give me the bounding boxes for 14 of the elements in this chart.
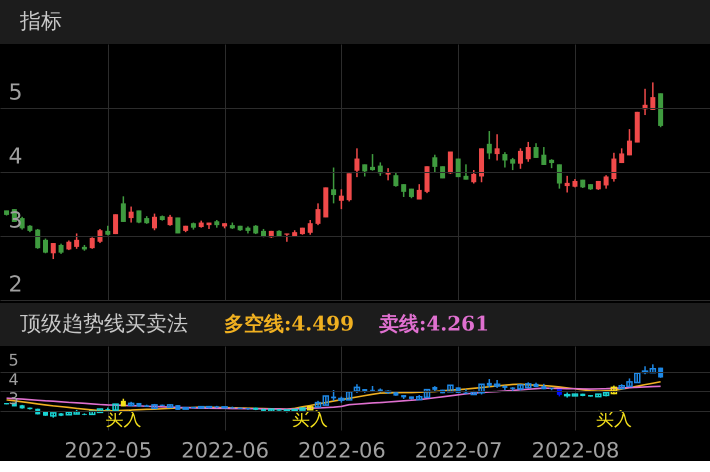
text: 多空线:4.499	[224, 312, 354, 336]
text: 卖线:4.261	[379, 312, 490, 336]
x-tick-label: 2022-06	[298, 438, 386, 462]
x-tick-label: 2022-07	[414, 438, 503, 462]
chart-title: 指标	[19, 9, 62, 33]
y-tick-label: 2	[8, 272, 22, 298]
x-tick-label: 2022-08	[532, 438, 620, 462]
chart-title: 顶级趋势线买卖法	[20, 312, 188, 336]
y-tick-label: 4	[8, 370, 19, 389]
x-tick-label: 2022-06	[181, 438, 269, 462]
x-tick-label: 2022-05	[64, 438, 152, 462]
y-tick-label: 5	[8, 80, 22, 106]
y-tick-label: 5	[8, 350, 19, 370]
y-tick-label: 4	[8, 144, 22, 170]
